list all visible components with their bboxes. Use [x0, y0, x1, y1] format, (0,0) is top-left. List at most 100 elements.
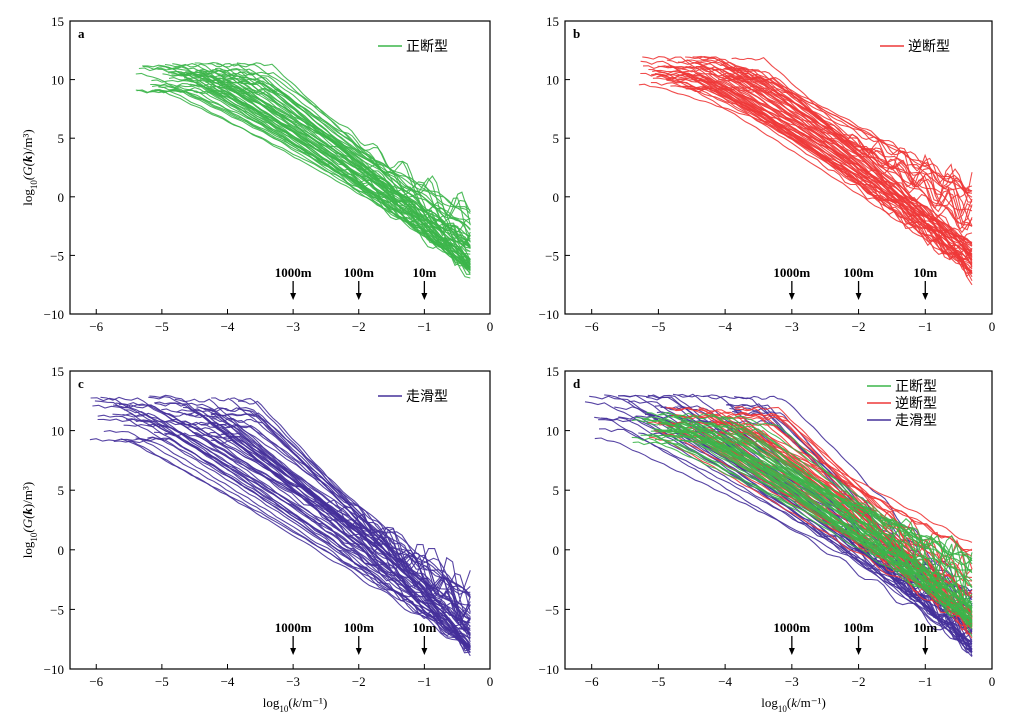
y-tick-label: 10	[546, 73, 559, 88]
x-tick-label: −6	[585, 319, 599, 334]
y-tick-label: −10	[44, 662, 64, 677]
series-line-0-30	[172, 63, 471, 270]
panel-letter: a	[78, 26, 85, 41]
series-line-0-51	[94, 400, 471, 646]
x-tick-label: −3	[785, 319, 799, 334]
x-tick-label: −2	[852, 674, 866, 689]
series-line-1-28	[717, 431, 973, 543]
annotation-arrow-head	[290, 293, 297, 300]
x-tick-label: −6	[89, 319, 103, 334]
scale-annotation: 10m	[913, 620, 937, 635]
y-tick-label: 0	[553, 543, 560, 558]
series-line-0-59	[150, 82, 471, 249]
x-tick-label: 0	[487, 674, 494, 689]
series-line-0-58	[152, 85, 471, 249]
x-tick-label: −3	[286, 674, 300, 689]
annotation-arrow-head	[421, 648, 428, 655]
series-lines	[638, 55, 973, 286]
series-line-0-46	[181, 78, 471, 242]
series-line-2-4	[708, 423, 973, 637]
series-line-2-44	[661, 422, 973, 574]
x-tick-label: −5	[155, 319, 169, 334]
series-line-0-54	[238, 400, 471, 647]
y-tick-label: 5	[58, 131, 65, 146]
legend-label: 逆断型	[908, 39, 950, 55]
series-line-2-30	[632, 441, 973, 601]
legend-label: 走滑型	[895, 412, 937, 429]
series-line-0-54	[680, 85, 973, 263]
x-tick-label: −3	[286, 319, 300, 334]
series-line-2-18	[734, 428, 973, 624]
annotation-arrow-head	[788, 293, 795, 300]
series-line-0-59	[720, 64, 973, 265]
y-tick-label: 15	[546, 364, 559, 379]
y-tick-label: 10	[546, 424, 559, 439]
scale-annotation: 10m	[412, 265, 436, 280]
legend-label: 正断型	[895, 379, 937, 395]
series-line-0-57	[97, 414, 471, 632]
scale-annotation: 1000m	[275, 620, 312, 635]
x-tick-label: −6	[585, 674, 599, 689]
series-line-0-8	[127, 439, 471, 647]
series-line-0-50	[685, 56, 973, 228]
series-line-0-54	[226, 80, 471, 253]
series-line-1-31	[736, 416, 973, 613]
series-line-0-38	[594, 416, 973, 657]
series-line-2-43	[696, 436, 973, 612]
series-line-0-29	[230, 397, 471, 651]
y-tick-label: −5	[50, 602, 64, 617]
y-axis-label: log10(G(k)/m³)	[20, 129, 39, 205]
x-tick-label: −4	[221, 674, 235, 689]
series-line-0-23	[216, 63, 471, 243]
series-line-1-27	[724, 422, 973, 587]
y-tick-label: 0	[58, 190, 65, 205]
plot-frame	[69, 370, 491, 670]
series-line-0-44	[640, 60, 973, 278]
annotation-arrow-head	[421, 293, 428, 300]
series-line-1-24	[695, 421, 973, 557]
series-line-0-58	[103, 430, 471, 650]
series-line-0-26	[648, 68, 973, 275]
x-tick-label: −2	[352, 319, 366, 334]
x-axis-label: log10(k/m⁻¹)	[761, 695, 826, 714]
y-tick-label: 5	[553, 131, 560, 146]
series-line-0-55	[737, 89, 973, 257]
panel-letter: c	[78, 376, 84, 391]
panel-letter: b	[573, 26, 580, 41]
series-line-1-33	[668, 407, 973, 553]
series-line-0-51	[723, 67, 973, 261]
x-tick-label: −5	[651, 319, 665, 334]
x-tick-label: −4	[718, 674, 732, 689]
x-tick-label: −1	[918, 319, 932, 334]
series-line-0-52	[210, 422, 471, 618]
series-line-0-49	[176, 411, 471, 650]
annotation-arrow-head	[355, 648, 362, 655]
plot-frame	[69, 20, 491, 315]
series-line-0-30	[659, 74, 973, 215]
series-line-0-58	[650, 82, 973, 202]
x-tick-label: −2	[852, 319, 866, 334]
series-line-0-48	[113, 440, 471, 649]
series-line-0-53	[720, 87, 973, 247]
annotation-arrow-head	[788, 648, 795, 655]
annotation-arrow-head	[855, 293, 862, 300]
series-line-0-48	[681, 68, 973, 251]
y-tick-label: 10	[51, 73, 64, 88]
series-line-0-29	[159, 89, 471, 260]
series-line-0-16	[153, 431, 471, 644]
series-line-0-59	[164, 432, 471, 613]
y-tick-label: −5	[545, 248, 559, 263]
series-line-0-55	[154, 88, 471, 270]
series-line-2-42	[704, 422, 973, 610]
series-line-2-20	[721, 415, 973, 589]
series-line-0-47	[210, 412, 471, 636]
scale-annotation: 100m	[344, 620, 375, 635]
series-line-0-57	[187, 89, 471, 238]
series-lines	[89, 394, 471, 657]
scale-annotation: 1000m	[773, 265, 810, 280]
series-line-0-22	[617, 394, 973, 651]
